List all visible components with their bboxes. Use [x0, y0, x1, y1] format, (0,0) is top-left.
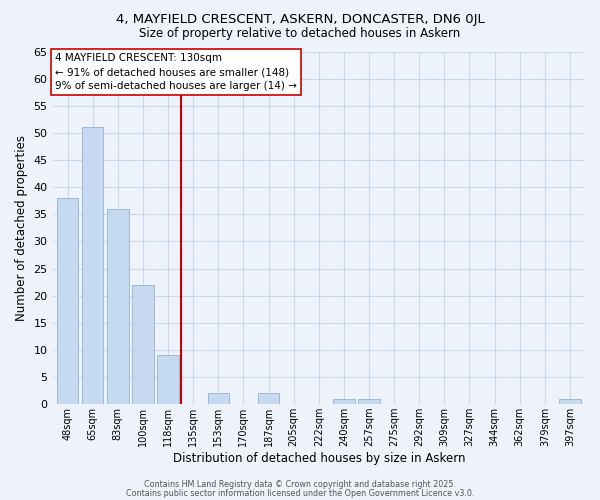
- Bar: [157, 356, 179, 404]
- Bar: [57, 198, 78, 404]
- Text: Contains public sector information licensed under the Open Government Licence v3: Contains public sector information licen…: [126, 488, 474, 498]
- Bar: [132, 285, 154, 404]
- Bar: [333, 398, 355, 404]
- Bar: [258, 394, 279, 404]
- Text: Size of property relative to detached houses in Askern: Size of property relative to detached ho…: [139, 28, 461, 40]
- Bar: [208, 394, 229, 404]
- Y-axis label: Number of detached properties: Number of detached properties: [15, 135, 28, 321]
- Text: 4 MAYFIELD CRESCENT: 130sqm
← 91% of detached houses are smaller (148)
9% of sem: 4 MAYFIELD CRESCENT: 130sqm ← 91% of det…: [55, 54, 297, 92]
- Text: Contains HM Land Registry data © Crown copyright and database right 2025.: Contains HM Land Registry data © Crown c…: [144, 480, 456, 489]
- Bar: [559, 398, 581, 404]
- Text: 4, MAYFIELD CRESCENT, ASKERN, DONCASTER, DN6 0JL: 4, MAYFIELD CRESCENT, ASKERN, DONCASTER,…: [116, 12, 484, 26]
- Bar: [82, 128, 103, 404]
- Bar: [358, 398, 380, 404]
- Bar: [107, 209, 128, 404]
- X-axis label: Distribution of detached houses by size in Askern: Distribution of detached houses by size …: [173, 452, 465, 465]
